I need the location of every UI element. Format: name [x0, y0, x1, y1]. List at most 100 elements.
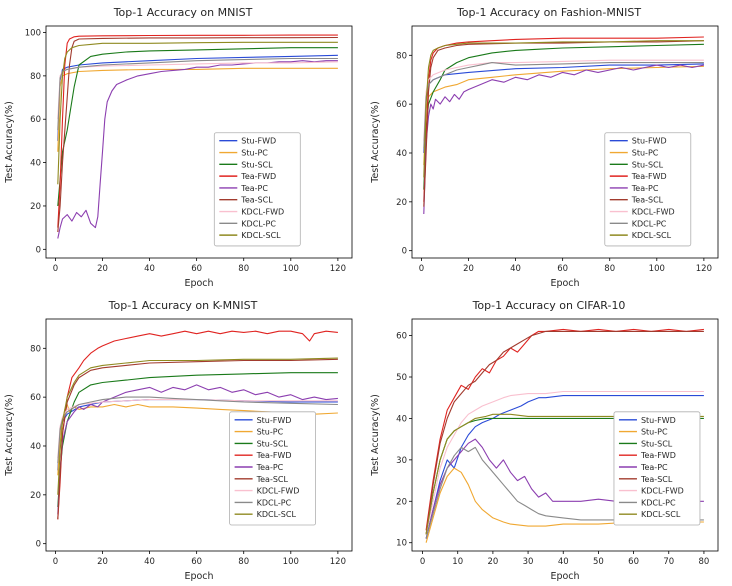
svg-text:120: 120 [330, 264, 346, 274]
svg-text:80: 80 [604, 264, 615, 274]
svg-text:Stu-FWD: Stu-FWD [632, 137, 667, 146]
svg-text:20: 20 [30, 491, 41, 501]
svg-text:Stu-FWD: Stu-FWD [257, 416, 292, 425]
svg-text:100: 100 [283, 557, 299, 567]
chart-title-cifar10: Top-1 Accuracy on CIFAR-10 [472, 299, 626, 312]
svg-text:30: 30 [523, 557, 534, 567]
svg-text:70: 70 [663, 557, 674, 567]
svg-text:80: 80 [238, 557, 249, 567]
svg-text:20: 20 [97, 557, 108, 567]
svg-text:KDCL-PC: KDCL-PC [632, 219, 667, 228]
svg-text:60: 60 [557, 264, 568, 274]
svg-text:KDCL-SCL: KDCL-SCL [641, 510, 681, 519]
svg-text:Tea-FWD: Tea-FWD [631, 172, 667, 181]
svg-text:80: 80 [238, 264, 249, 274]
svg-text:100: 100 [283, 264, 299, 274]
svg-text:60: 60 [396, 100, 407, 110]
chart-kmnist: Top-1 Accuracy on K-MNIST 0 20 40 60 80 100 12… [0, 293, 366, 586]
svg-text:50: 50 [396, 373, 407, 383]
svg-text:10: 10 [452, 557, 463, 567]
svg-text:0: 0 [36, 245, 41, 255]
svg-text:60: 60 [191, 557, 202, 567]
svg-text:40: 40 [144, 557, 155, 567]
svg-text:KDCL-PC: KDCL-PC [641, 498, 676, 507]
svg-text:KDCL-FWD: KDCL-FWD [241, 208, 284, 217]
chart-mnist: Top-1 Accuracy on MNIST 0 20 40 60 80 100 120 0… [0, 0, 366, 293]
svg-text:20: 20 [396, 198, 407, 208]
svg-text:KDCL-SCL: KDCL-SCL [257, 510, 297, 519]
svg-text:Epoch: Epoch [184, 571, 213, 582]
svg-text:KDCL-SCL: KDCL-SCL [632, 231, 672, 240]
svg-text:KDCL-FWD: KDCL-FWD [632, 208, 675, 217]
svg-text:120: 120 [330, 557, 346, 567]
svg-text:Epoch: Epoch [184, 278, 213, 289]
svg-text:20: 20 [30, 202, 41, 212]
svg-text:80: 80 [699, 557, 710, 567]
svg-text:0: 0 [420, 557, 425, 567]
svg-text:Stu-SCL: Stu-SCL [632, 160, 664, 169]
chart-title-fashion-mnist: Top-1 Accuracy on Fashion-MNIST [456, 6, 642, 19]
svg-text:0: 0 [53, 264, 58, 274]
chart-canvas-kmnist: 0 20 40 60 80 100 120 0 20 40 60 80 Epoch Test Accura… [4, 318, 353, 582]
svg-text:Stu-PC: Stu-PC [641, 428, 668, 437]
svg-text:Epoch: Epoch [550, 571, 579, 582]
svg-text:60: 60 [396, 332, 407, 342]
svg-text:Test Accuracy(%): Test Accuracy(%) [4, 101, 15, 184]
svg-text:0: 0 [419, 264, 424, 274]
svg-text:KDCL-PC: KDCL-PC [241, 219, 276, 228]
svg-text:40: 40 [144, 264, 155, 274]
svg-text:30: 30 [396, 456, 407, 466]
svg-text:Tea-PC: Tea-PC [240, 184, 268, 193]
svg-text:KDCL-FWD: KDCL-FWD [641, 487, 684, 496]
svg-text:100: 100 [25, 29, 41, 39]
chart-cifar10: Top-1 Accuracy on CIFAR-10 0 10 20 30 40 50 60… [366, 293, 732, 586]
svg-text:20: 20 [463, 264, 474, 274]
svg-text:Tea-PC: Tea-PC [640, 463, 668, 472]
svg-text:80: 80 [396, 51, 407, 61]
svg-text:60: 60 [191, 264, 202, 274]
svg-text:100: 100 [649, 264, 665, 274]
svg-text:Stu-SCL: Stu-SCL [241, 160, 273, 169]
svg-text:KDCL-SCL: KDCL-SCL [241, 231, 281, 240]
svg-text:80: 80 [30, 344, 41, 354]
svg-text:10: 10 [396, 539, 407, 549]
svg-text:40: 40 [30, 442, 41, 452]
svg-text:40: 40 [30, 159, 41, 169]
svg-text:Tea-PC: Tea-PC [631, 184, 659, 193]
svg-text:Test Accuracy(%): Test Accuracy(%) [370, 101, 381, 184]
svg-text:Stu-PC: Stu-PC [632, 149, 659, 158]
svg-text:120: 120 [696, 264, 712, 274]
svg-text:Test Accuracy(%): Test Accuracy(%) [4, 394, 15, 477]
svg-text:Tea-PC: Tea-PC [256, 463, 284, 472]
svg-text:Epoch: Epoch [550, 278, 579, 289]
svg-text:Stu-FWD: Stu-FWD [241, 137, 276, 146]
svg-text:Stu-PC: Stu-PC [241, 149, 268, 158]
svg-text:80: 80 [30, 72, 41, 82]
svg-text:Tea-FWD: Tea-FWD [256, 451, 292, 460]
svg-text:20: 20 [487, 557, 498, 567]
svg-text:0: 0 [53, 557, 58, 567]
svg-text:Stu-PC: Stu-PC [257, 428, 284, 437]
svg-text:60: 60 [628, 557, 639, 567]
chart-canvas-mnist: 0 20 40 60 80 100 120 0 20 40 60 80 100 Epoch Test Acc… [4, 25, 353, 289]
svg-text:Stu-SCL: Stu-SCL [257, 439, 289, 448]
svg-text:20: 20 [97, 264, 108, 274]
chart-title-kmnist: Top-1 Accuracy on K-MNIST [108, 299, 258, 312]
svg-text:Test Accuracy(%): Test Accuracy(%) [370, 394, 381, 477]
svg-text:40: 40 [558, 557, 569, 567]
svg-text:Tea-SCL: Tea-SCL [631, 196, 664, 205]
svg-text:Tea-FWD: Tea-FWD [640, 451, 676, 460]
chart-canvas-cifar10: 0 10 20 30 40 50 60 70 80 10 20 30 40 50 60 Epoch Test A… [370, 318, 719, 582]
svg-text:Tea-SCL: Tea-SCL [240, 196, 273, 205]
chart-title-mnist: Top-1 Accuracy on MNIST [113, 6, 253, 19]
svg-text:Tea-SCL: Tea-SCL [256, 475, 289, 484]
chart-fashion-mnist: Top-1 Accuracy on Fashion-MNIST 0 20 40 60 8… [366, 0, 732, 293]
chart-canvas-fashion-mnist: 0 20 40 60 80 100 120 0 20 40 60 80 Epoch Test Accura… [370, 25, 719, 289]
svg-text:60: 60 [30, 393, 41, 403]
svg-text:0: 0 [36, 540, 41, 550]
svg-text:40: 40 [396, 414, 407, 424]
svg-text:Stu-SCL: Stu-SCL [641, 439, 673, 448]
svg-text:Tea-SCL: Tea-SCL [640, 475, 673, 484]
svg-text:KDCL-FWD: KDCL-FWD [257, 487, 300, 496]
